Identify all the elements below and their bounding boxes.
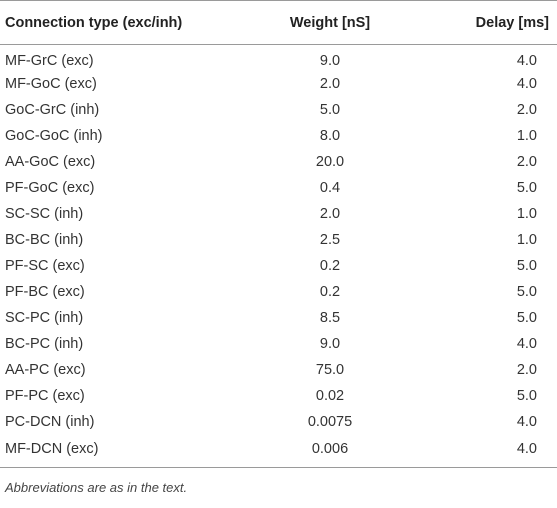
cell-connection: MF-DCN (exc) [5,440,99,457]
cell-delay: 5.0 [516,387,537,404]
cell-delay: 4.0 [516,52,537,69]
cell-delay: 2.0 [516,361,537,378]
cell-weight: 0.02 [315,387,345,404]
cell-delay: 2.0 [516,101,537,118]
cell-connection: GoC-GrC (inh) [5,101,100,118]
cell-weight: 5.0 [319,101,341,118]
connection-table-container: Connection type (exc/inh) Weight [nS] De… [0,0,557,495]
cell-connection: BC-BC (inh) [5,231,84,248]
cell-weight: 8.5 [319,309,341,326]
table-footnote: Abbreviations are as in the text. [5,479,188,495]
cell-weight: 0.2 [319,283,341,300]
connection-parameters-table: Connection type (exc/inh) Weight [nS] De… [0,0,557,467]
cell-weight: 75.0 [315,361,345,378]
table-row: BC-PC (inh) 9.0 4.0 [0,331,557,357]
table-row: AA-GoC (exc) 20.0 2.0 [0,149,557,175]
cell-weight: 0.2 [319,257,341,274]
cell-weight: 0.006 [311,440,349,457]
cell-weight: 0.4 [319,179,341,196]
header-connection-type: Connection type (exc/inh) [0,0,230,45]
cell-connection: PF-GoC (exc) [5,179,95,196]
table-header-row: Connection type (exc/inh) Weight [nS] De… [0,0,557,45]
table-row: SC-SC (inh) 2.0 1.0 [0,201,557,227]
cell-connection: MF-GrC (exc) [5,52,94,69]
table-bottom-rule [0,466,557,468]
header-weight: Weight [nS] [230,0,430,45]
table-row: SC-PC (inh) 8.5 5.0 [0,305,557,331]
cell-connection: PC-DCN (inh) [5,413,95,430]
cell-connection: SC-SC (inh) [5,205,84,222]
table-row: PF-GoC (exc) 0.4 5.0 [0,175,557,201]
cell-delay: 4.0 [516,440,537,457]
cell-delay: 1.0 [516,231,537,248]
cell-delay: 1.0 [516,127,537,144]
cell-delay: 5.0 [516,309,537,326]
cell-connection: PF-BC (exc) [5,283,85,300]
cell-delay: 5.0 [516,257,537,274]
cell-weight: 2.0 [319,205,341,222]
cell-connection: MF-GoC (exc) [5,75,97,92]
cell-weight: 2.0 [319,75,341,92]
table-row: MF-GoC (exc) 2.0 4.0 [0,71,557,97]
cell-weight: 2.5 [319,231,341,248]
cell-weight: 9.0 [319,52,341,69]
table-row: PF-PC (exc) 0.02 5.0 [0,383,557,409]
cell-connection: AA-PC (exc) [5,361,86,378]
cell-delay: 5.0 [516,283,537,300]
table-row: BC-BC (inh) 2.5 1.0 [0,227,557,253]
header-delay: Delay [ms] [430,0,557,45]
cell-connection: GoC-GoC (inh) [5,127,103,144]
cell-delay: 1.0 [516,205,537,222]
cell-weight: 20.0 [315,153,345,170]
cell-connection: SC-PC (inh) [5,309,84,326]
cell-delay: 4.0 [516,335,537,352]
cell-weight: 0.0075 [307,413,353,430]
table-row: MF-DCN (exc) 0.006 4.0 [0,435,557,467]
cell-weight: 8.0 [319,127,341,144]
cell-connection: PF-PC (exc) [5,387,85,404]
cell-delay: 5.0 [516,179,537,196]
table-row: AA-PC (exc) 75.0 2.0 [0,357,557,383]
cell-connection: AA-GoC (exc) [5,153,96,170]
table-row: PF-BC (exc) 0.2 5.0 [0,279,557,305]
table-row: GoC-GrC (inh) 5.0 2.0 [0,97,557,123]
cell-connection: BC-PC (inh) [5,335,84,352]
table-row: GoC-GoC (inh) 8.0 1.0 [0,123,557,149]
table-row: MF-GrC (exc) 9.0 4.0 [0,45,557,71]
cell-connection: PF-SC (exc) [5,257,85,274]
cell-delay: 2.0 [516,153,537,170]
cell-delay: 4.0 [516,413,537,430]
cell-delay: 4.0 [516,75,537,92]
cell-weight: 9.0 [319,335,341,352]
table-row: PF-SC (exc) 0.2 5.0 [0,253,557,279]
table-row: PC-DCN (inh) 0.0075 4.0 [0,409,557,435]
